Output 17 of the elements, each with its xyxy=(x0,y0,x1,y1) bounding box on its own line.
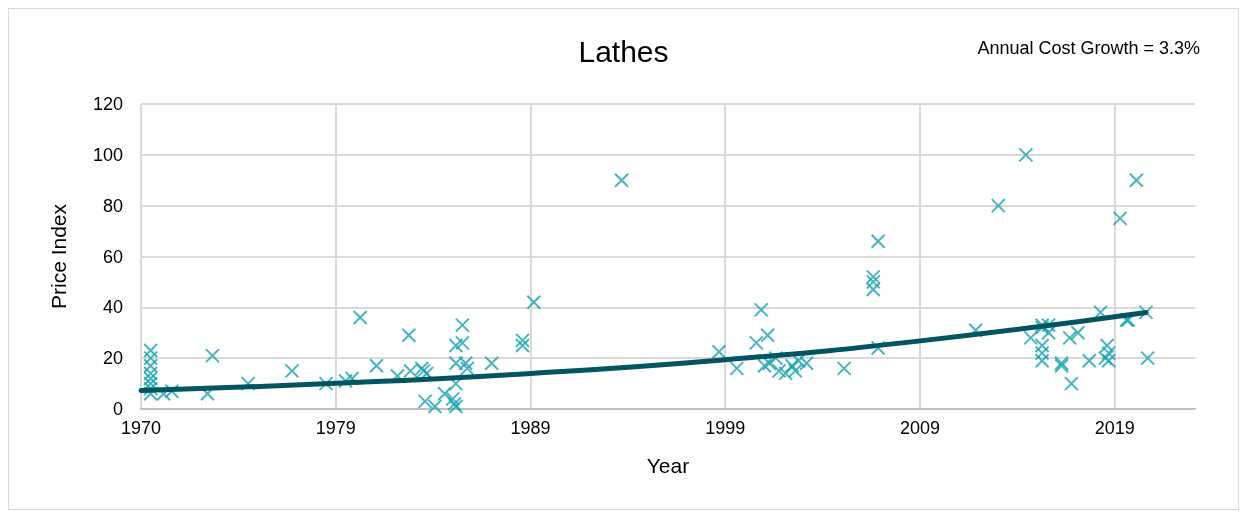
x-axis-title: Year xyxy=(646,454,690,477)
x-tick-label: 1989 xyxy=(510,418,551,438)
x-tick-label: 1970 xyxy=(120,418,162,438)
x-tick-label: 1999 xyxy=(705,418,746,438)
text: Annual Cost Growth = 3.3% xyxy=(977,38,1201,58)
y-tick-label: 20 xyxy=(102,348,123,369)
x-tick-label: 1979 xyxy=(315,418,356,438)
y-tick-label: 120 xyxy=(92,94,123,114)
y-tick-label: 0 xyxy=(112,399,123,419)
x-tick-label: 2009 xyxy=(899,418,940,438)
y-tick-label: 100 xyxy=(92,144,123,165)
y-axis-title: Price Index xyxy=(47,203,70,310)
y-tick-label: 60 xyxy=(102,246,123,267)
y-tick-label: 80 xyxy=(102,195,123,216)
x-tick-label: 2019 xyxy=(1094,418,1135,438)
y-tick-label: 40 xyxy=(102,297,123,318)
chart-title: Lathes xyxy=(578,34,669,68)
